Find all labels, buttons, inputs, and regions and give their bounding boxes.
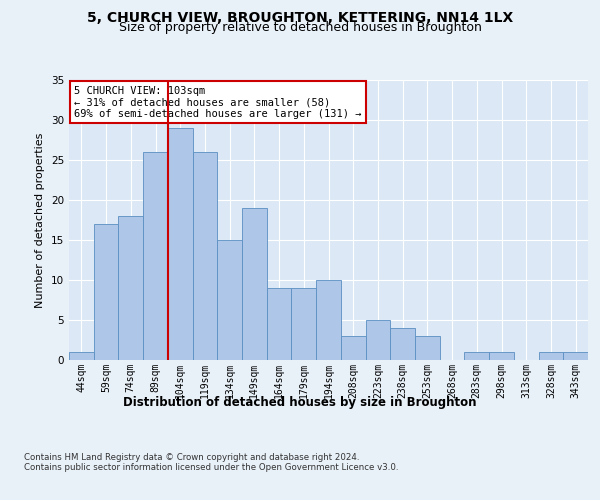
Y-axis label: Number of detached properties: Number of detached properties <box>35 132 46 308</box>
Bar <box>415 336 440 360</box>
Bar <box>143 152 168 360</box>
Text: 5 CHURCH VIEW: 103sqm
← 31% of detached houses are smaller (58)
69% of semi-deta: 5 CHURCH VIEW: 103sqm ← 31% of detached … <box>74 86 362 119</box>
Bar <box>390 328 415 360</box>
Bar <box>168 128 193 360</box>
Text: Size of property relative to detached houses in Broughton: Size of property relative to detached ho… <box>119 21 481 34</box>
Bar <box>316 280 341 360</box>
Text: Contains HM Land Registry data © Crown copyright and database right 2024.
Contai: Contains HM Land Registry data © Crown c… <box>24 453 398 472</box>
Text: 5, CHURCH VIEW, BROUGHTON, KETTERING, NN14 1LX: 5, CHURCH VIEW, BROUGHTON, KETTERING, NN… <box>87 10 513 24</box>
Bar <box>365 320 390 360</box>
Bar <box>341 336 365 360</box>
Bar <box>69 352 94 360</box>
Bar <box>118 216 143 360</box>
Bar <box>267 288 292 360</box>
Bar <box>464 352 489 360</box>
Bar <box>292 288 316 360</box>
Text: Distribution of detached houses by size in Broughton: Distribution of detached houses by size … <box>123 396 477 409</box>
Bar <box>489 352 514 360</box>
Bar <box>94 224 118 360</box>
Bar <box>563 352 588 360</box>
Bar <box>193 152 217 360</box>
Bar <box>217 240 242 360</box>
Bar <box>242 208 267 360</box>
Bar <box>539 352 563 360</box>
